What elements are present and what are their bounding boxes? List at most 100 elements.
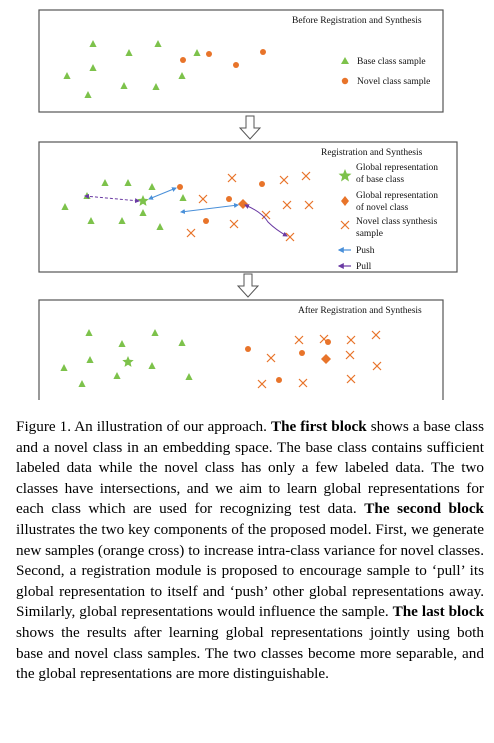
cross-stroke — [301, 171, 311, 181]
cross-stroke — [257, 379, 267, 389]
base-sample-triangle — [89, 64, 97, 71]
novel-sample-circle — [226, 196, 232, 202]
block-3-frame — [38, 299, 444, 400]
cross-stroke — [285, 232, 295, 242]
synthesis-sample-cross — [227, 173, 237, 183]
legend-synthesis-label-2: sample — [356, 229, 383, 239]
cross-stroke — [304, 200, 314, 210]
caption-text-1: shows a base class and a novel class in … — [16, 418, 484, 518]
block-1-frame — [38, 9, 444, 113]
caption-bold-first-block: The first block — [270, 418, 367, 435]
block-3-points — [60, 329, 382, 389]
synthesis-sample-cross — [346, 374, 356, 384]
synthesis-sample-cross — [257, 379, 267, 389]
cross-stroke — [266, 353, 276, 363]
base-sample-triangle — [125, 49, 133, 56]
base-sample-triangle — [78, 380, 86, 387]
legend-novel-label: Novel class sample — [357, 77, 430, 87]
global-novel-diamond — [321, 354, 331, 364]
legend-global-novel-diamond-icon — [341, 196, 349, 206]
base-sample-triangle — [113, 372, 121, 379]
base-sample-triangle — [124, 179, 132, 186]
synthesis-sample-cross — [346, 335, 356, 345]
pull-arrow — [84, 193, 140, 204]
novel-sample-circle — [260, 49, 266, 55]
synthesis-sample-cross — [319, 334, 329, 344]
block-2-frame — [38, 141, 458, 273]
base-sample-triangle — [89, 40, 97, 47]
legend-push-label: Push — [356, 246, 375, 256]
synthesis-sample-cross — [229, 219, 239, 229]
base-sample-triangle — [156, 223, 164, 230]
cross-stroke — [198, 194, 208, 204]
cross-stroke — [227, 173, 237, 183]
cross-stroke — [346, 374, 356, 384]
novel-sample-circle — [325, 339, 331, 345]
base-sample-triangle — [118, 340, 126, 347]
synthesis-sample-cross — [261, 210, 271, 220]
block-2-legend: Global representation of base class Glob… — [337, 163, 438, 272]
legend-global-novel-label: Global representation — [356, 191, 438, 201]
block-1-legend: Base class sample Novel class sample — [341, 57, 430, 87]
base-sample-triangle — [87, 217, 95, 224]
global-base-star — [137, 195, 149, 206]
synthesis-sample-cross — [279, 175, 289, 185]
block-1-points — [63, 40, 266, 98]
base-sample-triangle — [151, 329, 159, 336]
legend-base-label: Base class sample — [357, 57, 426, 67]
base-sample-triangle — [63, 72, 71, 79]
cross-stroke — [298, 378, 308, 388]
caption-bold-last-block: The last block — [392, 603, 485, 621]
block-1: Before Registration and Synthesis Base c… — [38, 9, 444, 113]
push-arrow — [148, 187, 177, 200]
cross-stroke — [229, 219, 239, 229]
block-2-title: Registration and Synthesis — [321, 148, 423, 158]
caption-text-3: shows the results after learning global … — [16, 623, 484, 683]
caption-bold-second-block: The second block — [364, 500, 485, 518]
base-sample-triangle — [193, 49, 201, 56]
novel-sample-circle — [245, 346, 251, 352]
novel-sample-circle — [259, 181, 265, 187]
cross-stroke — [371, 330, 381, 340]
block-2: Registration and Synthesis Global repres… — [38, 141, 458, 273]
legend-pull-label: Pull — [356, 262, 372, 272]
base-sample-triangle — [185, 373, 193, 380]
cross-stroke — [346, 335, 356, 345]
base-sample-triangle — [85, 329, 93, 336]
novel-sample-circle — [203, 218, 209, 224]
synthesis-sample-cross — [298, 378, 308, 388]
base-sample-triangle — [101, 179, 109, 186]
novel-sample-circle — [177, 184, 183, 190]
cross-stroke — [186, 228, 196, 238]
base-sample-triangle — [84, 91, 92, 98]
figure: Before Registration and Synthesis Base c… — [38, 9, 458, 400]
block-1-title: Before Registration and Synthesis — [292, 15, 422, 26]
base-sample-triangle — [61, 203, 69, 210]
legend-global-base-label: Global representation — [356, 163, 438, 173]
base-sample-triangle — [154, 40, 162, 47]
synthesis-sample-cross — [186, 228, 196, 238]
block-2-arrows — [84, 187, 288, 237]
novel-sample-circle — [276, 377, 282, 383]
base-sample-triangle — [178, 72, 186, 79]
pull-arrow — [244, 204, 288, 237]
legend-synthesis-cross-icon — [340, 220, 350, 230]
block-2-points — [61, 171, 314, 242]
novel-sample-circle — [180, 57, 186, 63]
base-sample-triangle — [139, 209, 147, 216]
synthesis-sample-cross — [294, 335, 304, 345]
synthesis-sample-cross — [285, 232, 295, 242]
novel-sample-circle — [233, 62, 239, 68]
synthesis-sample-cross — [345, 350, 355, 360]
base-sample-triangle — [152, 83, 160, 90]
base-sample-triangle — [86, 356, 94, 363]
synthesis-sample-cross — [371, 330, 381, 340]
cross-stroke — [279, 175, 289, 185]
legend-global-novel-label-2: of novel class — [356, 202, 409, 213]
synthesis-sample-cross — [198, 194, 208, 204]
caption-text-2: illustrates the two key components of th… — [16, 520, 484, 621]
cross-stroke — [345, 350, 355, 360]
cross-stroke — [372, 361, 382, 371]
synthesis-sample-cross — [372, 361, 382, 371]
legend-base-triangle-icon — [341, 57, 349, 64]
